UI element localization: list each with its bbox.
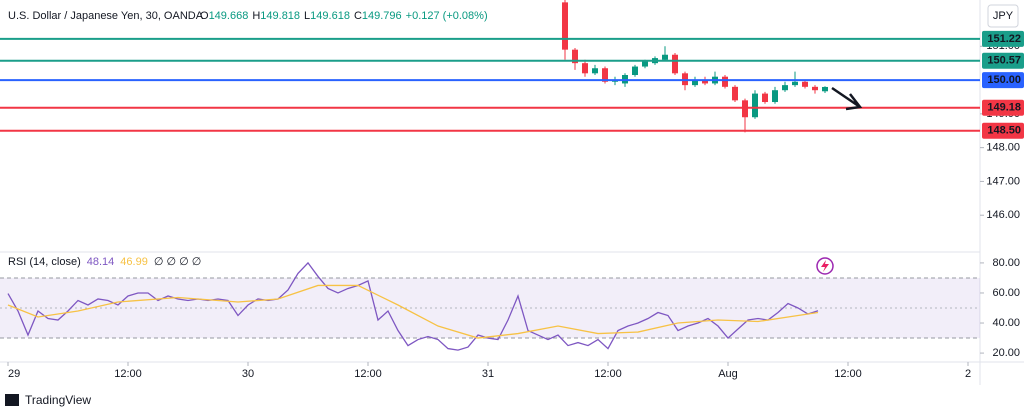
candle-body: [702, 80, 708, 84]
annotation-arrow: [831, 86, 863, 111]
rsi-line: [7, 261, 819, 351]
x-tick-label: 29: [8, 368, 20, 380]
rsi-pane: 80.00 60.00 40.00 20.00 29 12:00 30 12:00 31 12:0…: [0, 256, 1020, 380]
currency-box[interactable]: [987, 4, 1019, 28]
legend-value: 46.99: [120, 256, 148, 268]
level-label: 151.22: [987, 33, 1021, 45]
candle-body: [582, 63, 588, 74]
level-label: 150.00: [987, 74, 1021, 86]
ohlc-label: L: [304, 10, 310, 22]
candle-body: [722, 76, 728, 87]
candle-body: [592, 68, 598, 74]
level-tag: [982, 99, 1024, 116]
logo-mark: [5, 394, 19, 406]
x-tick-label: 12:00: [834, 368, 862, 380]
symbol: U.S. Dollar / Japanese Yen, 30, OANDA: [8, 10, 204, 22]
x-tick-label: Aug: [718, 368, 738, 380]
candle-body: [732, 86, 738, 101]
x-tick-label: 12:00: [354, 368, 382, 380]
candle-body: [632, 66, 638, 75]
candle-body: [562, 2, 568, 50]
x-tick-label: 30: [242, 368, 254, 380]
y-tick-label: 60.00: [992, 287, 1020, 299]
change: +0.127 (+0.08%): [406, 10, 488, 22]
ohlc-value: 149.618: [310, 10, 350, 22]
rsi-legend: RSI (14, close) 48.14 46.99 ∅ ∅ ∅ ∅: [8, 256, 201, 268]
event-bolt: [821, 260, 829, 272]
candle-body: [812, 86, 818, 91]
ohlc-value: 149.668: [209, 10, 249, 22]
level-tag: [982, 30, 1024, 47]
candle-body: [662, 54, 668, 60]
y-tick-label: 147.00: [986, 175, 1020, 187]
y-tick-label: 148.00: [986, 142, 1020, 154]
ohlc-value: 149.796: [362, 10, 402, 22]
level-tag: [982, 52, 1024, 69]
rsi-title: RSI (14, close): [8, 256, 81, 268]
level-tag: [982, 72, 1024, 89]
y-tick-label: 146.00: [986, 209, 1020, 221]
candle-body: [802, 81, 808, 87]
candle-body: [672, 54, 678, 74]
legend-extra: ∅ ∅ ∅ ∅: [154, 256, 202, 268]
candle-body: [822, 86, 828, 92]
candle-body: [602, 68, 608, 82]
ohlc-label: O: [200, 10, 209, 22]
x-tick-label: 12:00: [114, 368, 142, 380]
level-label: 149.18: [987, 102, 1021, 114]
logo: TradingView: [25, 393, 91, 407]
x-tick-label: 31: [482, 368, 494, 380]
candle-body: [752, 93, 758, 118]
y-tick-label: 40.00: [992, 317, 1020, 329]
currency: JPY: [993, 10, 1014, 22]
x-tick-label: 12:00: [594, 368, 622, 380]
level-label: 150.57: [987, 55, 1021, 67]
level-tag: [982, 122, 1024, 139]
ohlc-legend: O149.668 H149.818 L149.618 C149.796 +0.127 (…: [200, 10, 488, 22]
ohlc-label: C: [354, 10, 362, 22]
ohlc-label: H: [252, 10, 260, 22]
candle-body: [692, 80, 698, 86]
y-tick-label: 80.00: [992, 257, 1020, 269]
rsi-line: [7, 284, 819, 339]
event-icon[interactable]: [816, 257, 834, 275]
legend-value: 48.14: [87, 256, 115, 268]
candle-body: [642, 61, 648, 67]
candle-body: [792, 81, 798, 86]
level-label: 148.50: [987, 125, 1021, 137]
symbol-name: U.S. Dollar / Japanese Yen, 30, OANDA: [8, 10, 204, 22]
candle-body: [762, 93, 768, 103]
candle-body: [572, 49, 578, 64]
ohlc-value: 149.818: [260, 10, 300, 22]
y-tick-label: 20.00: [992, 347, 1020, 359]
x-tick-label: 2: [965, 368, 971, 380]
candle-body: [742, 100, 748, 118]
candle-body: [782, 85, 788, 91]
price-pane: 151.00149.00148.00147.00146.00151.22150.…: [0, 0, 1024, 221]
candle-body: [772, 90, 778, 103]
